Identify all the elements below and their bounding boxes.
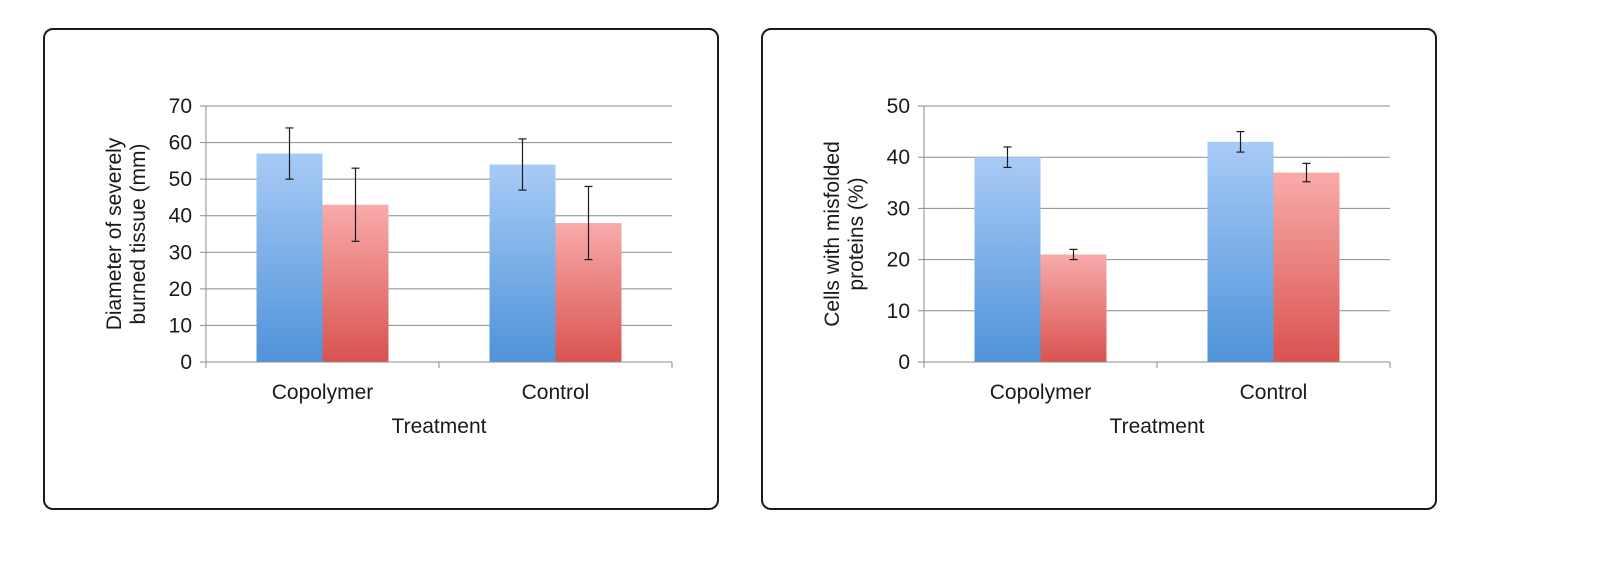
bar-red — [1040, 254, 1107, 362]
x-axis-title: Treatment — [392, 415, 487, 438]
y-tick-label: 40 — [169, 205, 192, 228]
y-tick-label: 50 — [887, 95, 910, 118]
y-axis-title: Diameter of severely — [103, 137, 126, 330]
y-tick-label: 30 — [169, 241, 192, 264]
x-category-label: Control — [1240, 381, 1308, 404]
y-axis-title: burned tissue (mm) — [127, 144, 150, 325]
y-tick-label: 10 — [887, 300, 910, 323]
burned-tissue-chart: 0 10 20 30 40 50 60 70 Copolymer Control Treatment… — [103, 95, 673, 438]
bar-blue — [256, 153, 323, 362]
y-axis-title: Cells with misfolded — [821, 141, 844, 327]
y-axis-title: proteins (%) — [845, 177, 868, 290]
y-tick-label: 30 — [887, 197, 910, 220]
y-tick-label: 20 — [169, 278, 192, 301]
bar-blue — [489, 164, 556, 362]
x-category-label: Copolymer — [272, 381, 374, 404]
y-tick-label: 0 — [898, 351, 910, 374]
x-category-label: Copolymer — [990, 381, 1092, 404]
y-tick-label: 50 — [169, 168, 192, 191]
y-tick-label: 70 — [169, 95, 192, 118]
chart-panel-right: 0 10 20 30 40 50 Copolymer Control Treatment Cell… — [761, 28, 1437, 510]
y-tick-label: 40 — [887, 146, 910, 169]
y-tick-label: 10 — [169, 314, 192, 337]
x-axis-title: Treatment — [1110, 415, 1205, 438]
y-tick-label: 20 — [887, 249, 910, 272]
bar-red — [1273, 172, 1340, 362]
bar-blue — [1207, 141, 1274, 362]
bar-blue — [974, 157, 1041, 362]
y-tick-label: 60 — [169, 132, 192, 155]
misfolded-proteins-chart: 0 10 20 30 40 50 Copolymer Control Treatment Cell… — [821, 95, 1391, 438]
x-category-label: Control — [522, 381, 590, 404]
y-tick-label: 0 — [180, 351, 192, 374]
chart-panel-left: 0 10 20 30 40 50 60 70 Copolymer Control Treatment… — [43, 28, 719, 510]
